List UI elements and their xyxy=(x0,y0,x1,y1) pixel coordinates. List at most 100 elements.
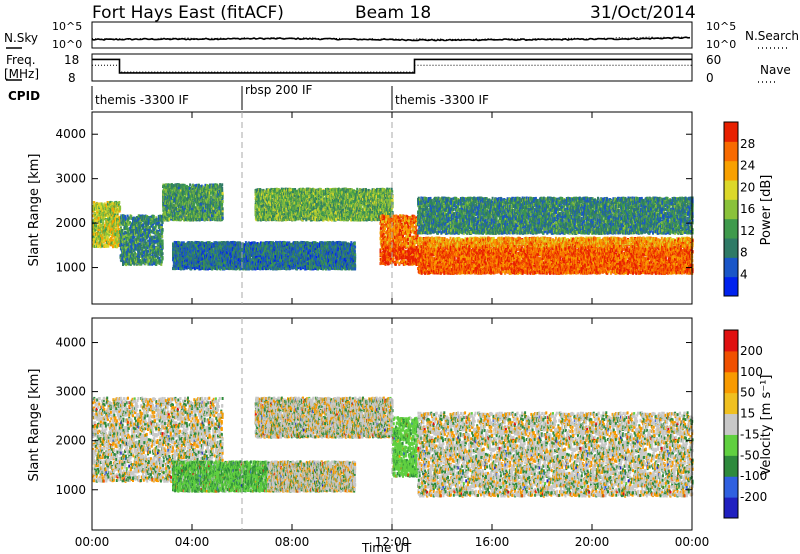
data-cell xyxy=(155,216,158,220)
data-cell xyxy=(134,231,137,235)
data-cell xyxy=(138,217,141,221)
noise-search-line xyxy=(91,36,689,41)
data-cell xyxy=(157,221,160,225)
data-cell xyxy=(154,226,157,230)
data-cell xyxy=(125,263,128,267)
data-cell xyxy=(157,239,159,243)
data-cell xyxy=(152,250,154,254)
data-cell xyxy=(97,230,100,234)
data-cell xyxy=(146,231,149,235)
data-cell xyxy=(144,225,147,229)
data-cell xyxy=(158,236,161,239)
data-cell xyxy=(106,244,109,248)
data-cell xyxy=(119,222,122,226)
data-cell xyxy=(106,232,109,236)
data-cell xyxy=(127,216,130,220)
data-cell xyxy=(132,226,135,230)
data-cell xyxy=(140,218,143,222)
data-cell xyxy=(125,240,128,244)
data-cell xyxy=(94,221,97,225)
cpid-panel: CPID themis -3300 IF rbsp 200 IF themis … xyxy=(8,83,489,110)
data-cell xyxy=(93,201,96,205)
data-cell xyxy=(137,220,140,224)
data-cell xyxy=(132,231,135,235)
data-cell xyxy=(112,238,115,242)
data-cell xyxy=(138,253,141,257)
cpid-segment-1: themis -3300 IF xyxy=(95,93,189,107)
data-cell xyxy=(161,239,164,243)
data-cell xyxy=(138,242,141,246)
data-cell xyxy=(117,224,120,228)
data-cell xyxy=(159,214,162,218)
data-cell xyxy=(128,232,131,236)
data-cell xyxy=(114,205,117,209)
data-cell xyxy=(161,231,164,234)
data-cell xyxy=(140,261,143,265)
data-cell xyxy=(104,230,107,233)
data-cell xyxy=(136,232,139,236)
data-cell xyxy=(94,244,97,248)
data-cell xyxy=(148,237,151,241)
data-cell xyxy=(119,207,122,211)
data-cell xyxy=(111,234,114,238)
data-cell xyxy=(118,216,121,220)
data-cell xyxy=(99,220,102,223)
data-cell xyxy=(155,246,158,250)
data-cell xyxy=(95,207,98,211)
data-cell xyxy=(114,233,117,237)
data-cell xyxy=(110,243,113,247)
data-cell xyxy=(101,236,104,240)
data-cell xyxy=(150,246,153,250)
data-cell xyxy=(101,242,104,246)
data-cell xyxy=(140,243,143,247)
data-cell xyxy=(137,254,139,258)
data-cell xyxy=(189,183,192,187)
data-cell xyxy=(160,226,163,229)
data-cell xyxy=(221,207,224,211)
data-cell xyxy=(130,245,133,249)
data-cell xyxy=(113,234,116,238)
noise-right-tick-top: 10^5 xyxy=(706,20,736,33)
data-cell xyxy=(221,187,224,190)
data-cell xyxy=(98,206,101,210)
noise-panel-frame xyxy=(91,21,693,49)
data-cell xyxy=(102,218,104,222)
data-cell xyxy=(109,220,112,224)
data-cell xyxy=(153,235,156,239)
data-cell xyxy=(144,246,147,250)
noise-left-tick-top: 10^5 xyxy=(52,20,82,33)
data-cell xyxy=(154,236,157,240)
data-cell xyxy=(110,215,113,219)
freq-panel-frame xyxy=(91,53,693,82)
data-cell xyxy=(147,221,150,225)
data-cell xyxy=(122,249,124,253)
data-cell xyxy=(154,240,157,244)
data-cell xyxy=(125,227,128,230)
data-cell xyxy=(117,227,120,231)
data-cell xyxy=(122,261,124,265)
data-cell xyxy=(135,245,138,249)
data-cell xyxy=(129,229,132,232)
data-cell xyxy=(155,233,158,237)
data-cell xyxy=(126,234,129,237)
data-cell xyxy=(158,261,161,265)
data-cell xyxy=(94,213,97,217)
noise-right-label: N.Search xyxy=(745,29,799,43)
data-cell xyxy=(120,240,123,244)
data-cell xyxy=(160,251,163,255)
data-cell xyxy=(112,245,114,249)
data-cell xyxy=(160,260,163,264)
cpid-label: CPID xyxy=(8,89,40,103)
data-cell xyxy=(136,224,139,227)
data-cell xyxy=(161,228,164,231)
data-cell xyxy=(146,253,149,256)
data-cell xyxy=(157,230,160,234)
data-cell xyxy=(134,254,137,258)
data-cell xyxy=(141,234,144,238)
data-cell xyxy=(127,230,130,233)
data-cell xyxy=(162,215,164,219)
data-cell xyxy=(130,230,133,234)
data-cell xyxy=(121,230,124,234)
data-cell xyxy=(148,239,151,243)
data-cell xyxy=(94,218,97,222)
